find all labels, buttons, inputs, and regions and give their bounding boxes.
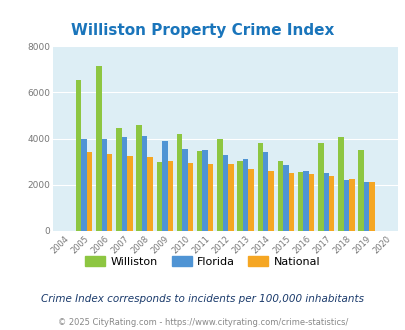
Bar (187, 163, 193, 231)
Bar (288, 173, 293, 231)
Bar (369, 182, 374, 231)
Bar (202, 150, 207, 231)
Bar (182, 149, 187, 231)
Bar (317, 143, 323, 231)
Bar (76, 80, 81, 231)
Bar (303, 171, 308, 231)
Legend: Williston, Florida, National: Williston, Florida, National (85, 256, 320, 267)
Text: Williston Property Crime Index: Williston Property Crime Index (71, 23, 334, 38)
Bar (247, 169, 253, 231)
Bar (343, 180, 348, 231)
Bar (222, 155, 228, 231)
Bar (217, 139, 222, 231)
Bar (81, 139, 87, 231)
Bar (141, 136, 147, 231)
Bar (127, 156, 132, 231)
Bar (282, 165, 288, 231)
Bar (348, 179, 354, 231)
Bar (268, 171, 273, 231)
Bar (237, 160, 242, 231)
Bar (308, 174, 313, 231)
Bar (167, 160, 173, 231)
Bar (122, 137, 127, 231)
Bar (262, 152, 268, 231)
Bar (337, 137, 343, 231)
Bar (328, 176, 334, 231)
Bar (196, 151, 202, 231)
Bar (176, 134, 182, 231)
Bar (136, 125, 141, 231)
Bar (87, 152, 92, 231)
Bar (257, 143, 262, 231)
Bar (363, 182, 369, 231)
Bar (156, 162, 162, 231)
Bar (297, 172, 303, 231)
Bar (107, 154, 112, 231)
Bar (101, 139, 107, 231)
Bar (207, 164, 213, 231)
Bar (147, 157, 152, 231)
Bar (228, 164, 233, 231)
Bar (116, 128, 121, 231)
Bar (96, 66, 101, 231)
Text: Crime Index corresponds to incidents per 100,000 inhabitants: Crime Index corresponds to incidents per… (41, 294, 364, 304)
Text: © 2025 CityRating.com - https://www.cityrating.com/crime-statistics/: © 2025 CityRating.com - https://www.city… (58, 318, 347, 327)
Bar (358, 150, 363, 231)
Bar (162, 141, 167, 231)
Bar (323, 173, 328, 231)
Bar (242, 159, 247, 231)
Bar (277, 160, 282, 231)
